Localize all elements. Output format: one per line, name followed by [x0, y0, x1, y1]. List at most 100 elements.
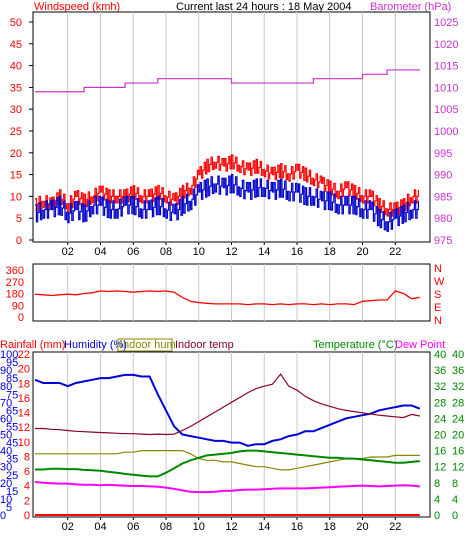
- humidity-tick-label: 50: [0, 430, 12, 442]
- temp-tick-label-a: 24: [434, 413, 446, 425]
- temp-tick-label-a: 40: [434, 349, 446, 361]
- humidity-tick-label: 100: [0, 349, 18, 361]
- x-tick-label-top: 02: [62, 246, 74, 258]
- humidity-tick-label: 90: [0, 365, 12, 377]
- wind-tick-label: 0: [16, 235, 22, 247]
- legend-indoor-hum: Indoor hum: [120, 339, 176, 351]
- legend-rainfall: Rainfall (mm): [0, 339, 65, 351]
- legend-temperature: Temperature (°C): [313, 339, 397, 351]
- rain-tick-label: 12: [18, 422, 30, 434]
- rain-tick-label: 8: [24, 451, 30, 463]
- temp-tick-label-b: 32: [452, 381, 464, 393]
- legend-humidity: Humidity (%): [64, 339, 127, 351]
- x-tick-label-top: 14: [258, 246, 270, 258]
- humidity-tick-label: 75: [6, 389, 18, 401]
- temp-tick-label-a: 28: [434, 397, 446, 409]
- temperature-series: [35, 449, 420, 478]
- x-tick-label-bottom: 06: [127, 521, 139, 533]
- rain-tick-label: 16: [18, 393, 30, 405]
- temp-tick-label-b: 40: [452, 349, 464, 361]
- temp-tick-label-a: 20: [434, 430, 446, 442]
- barometer-tick-label: 1025: [434, 17, 458, 29]
- x-tick-label-top: 06: [127, 246, 139, 258]
- rain-tick-label: 20: [18, 364, 30, 376]
- temp-tick-label-b: 16: [452, 446, 464, 458]
- current-title: Current last 24 hours : 18 May 2004: [176, 1, 351, 13]
- humidity-tick-label: 40: [0, 446, 12, 458]
- compass-label: E: [434, 302, 441, 314]
- x-tick-label-top: 20: [356, 246, 368, 258]
- wind-tick-label: 40: [10, 61, 22, 73]
- x-axis-bottom: 02 04 06 08 10 12 14 16 18 20 22: [62, 517, 401, 533]
- rain-tick-label: 18: [18, 378, 30, 390]
- x-tick-label-top: 04: [94, 246, 106, 258]
- humidity-tick-label: 0: [0, 510, 6, 522]
- compass-label: W: [434, 276, 445, 288]
- wind-tick-label: 25: [10, 126, 22, 138]
- windspeed-label: Windspeed (kmh): [34, 1, 120, 13]
- humidity-tick-label: 35: [6, 454, 18, 466]
- wind-tick-label: 45: [10, 39, 22, 51]
- temp-tick-label-b: 28: [452, 397, 464, 409]
- x-tick-label-bottom: 22: [389, 521, 401, 533]
- x-tick-label-bottom: 04: [94, 521, 106, 533]
- x-tick-label-top: 22: [389, 246, 401, 258]
- wind-tick-label: 20: [10, 148, 22, 160]
- wind_gust-series: [35, 154, 419, 217]
- x-tick-label-top: 10: [193, 246, 205, 258]
- direction-tick-label: 270: [6, 277, 24, 289]
- temp-tick-label-b: 20: [452, 430, 464, 442]
- temp-tick-label-b: 0: [452, 510, 458, 522]
- barometer-tick-label: 1005: [434, 104, 458, 116]
- temp-tick-label-b: 8: [452, 478, 458, 490]
- humidity-tick-label: 5: [6, 502, 12, 514]
- temp-tick-label-b: 36: [452, 365, 464, 377]
- x-tick-label-bottom: 20: [356, 521, 368, 533]
- temp-tick-label-a: 36: [434, 365, 446, 377]
- humidity-tick-label: 20: [0, 478, 12, 490]
- compass-label: N: [434, 315, 442, 327]
- wind-tick-label: 30: [10, 104, 22, 116]
- x-tick-label-bottom: 12: [225, 521, 237, 533]
- barometer-tick-label: 1015: [434, 61, 458, 73]
- humidity-tick-label: 45: [6, 438, 18, 450]
- humidity-tick-label: 30: [0, 462, 12, 474]
- x-tick-label-top: 12: [225, 246, 237, 258]
- humidity-tick-label: 55: [6, 421, 18, 433]
- x-tick-label-bottom: 02: [62, 521, 74, 533]
- barometer-tick-label: 985: [434, 191, 452, 203]
- barometer-series: [35, 69, 420, 93]
- humidity-tick-label: 65: [6, 405, 18, 417]
- temp-tick-label-a: 4: [434, 494, 440, 506]
- wind_avg-series: [35, 174, 419, 232]
- wind-tick-label: 50: [10, 17, 22, 29]
- humidity-tick-label: 60: [0, 413, 12, 425]
- chart-gridlines: [67, 12, 396, 517]
- barometer-tick-label: 975: [434, 235, 452, 247]
- temp-axis-ticks: 0102030405060708090100515253545556575859…: [0, 349, 464, 522]
- direction-tick-label: 360: [6, 265, 24, 277]
- humidity-series: [34, 373, 421, 447]
- humidity-tick-label: 25: [6, 470, 18, 482]
- rain-tick-label: 10: [18, 437, 30, 449]
- rain-tick-label: 14: [18, 408, 30, 420]
- barometer-label: Barometer (hPa): [370, 1, 451, 13]
- barometer-tick-label: 990: [434, 170, 452, 182]
- barometer-tick-label: 1000: [434, 126, 458, 138]
- barometer-tick-label: 1010: [434, 82, 458, 94]
- x-tick-label-bottom: 18: [324, 521, 336, 533]
- x-tick-label-bottom: 10: [193, 521, 205, 533]
- rain-tick-label: 4: [24, 481, 30, 493]
- barometer-tick-label: 995: [434, 148, 452, 160]
- x-tick-label-top: 16: [291, 246, 303, 258]
- direction-tick-label: 90: [12, 300, 24, 312]
- barometer-tick-label: 980: [434, 213, 452, 225]
- rain-tick-label: 0: [24, 510, 30, 522]
- indoor_temp-series: [35, 373, 420, 436]
- x-tick-label-top: 18: [324, 246, 336, 258]
- temp-tick-label-b: 24: [452, 413, 464, 425]
- humidity-tick-label: 15: [6, 486, 18, 498]
- temp-tick-label-b: 12: [452, 462, 464, 474]
- direction-tick-label: 180: [6, 289, 24, 301]
